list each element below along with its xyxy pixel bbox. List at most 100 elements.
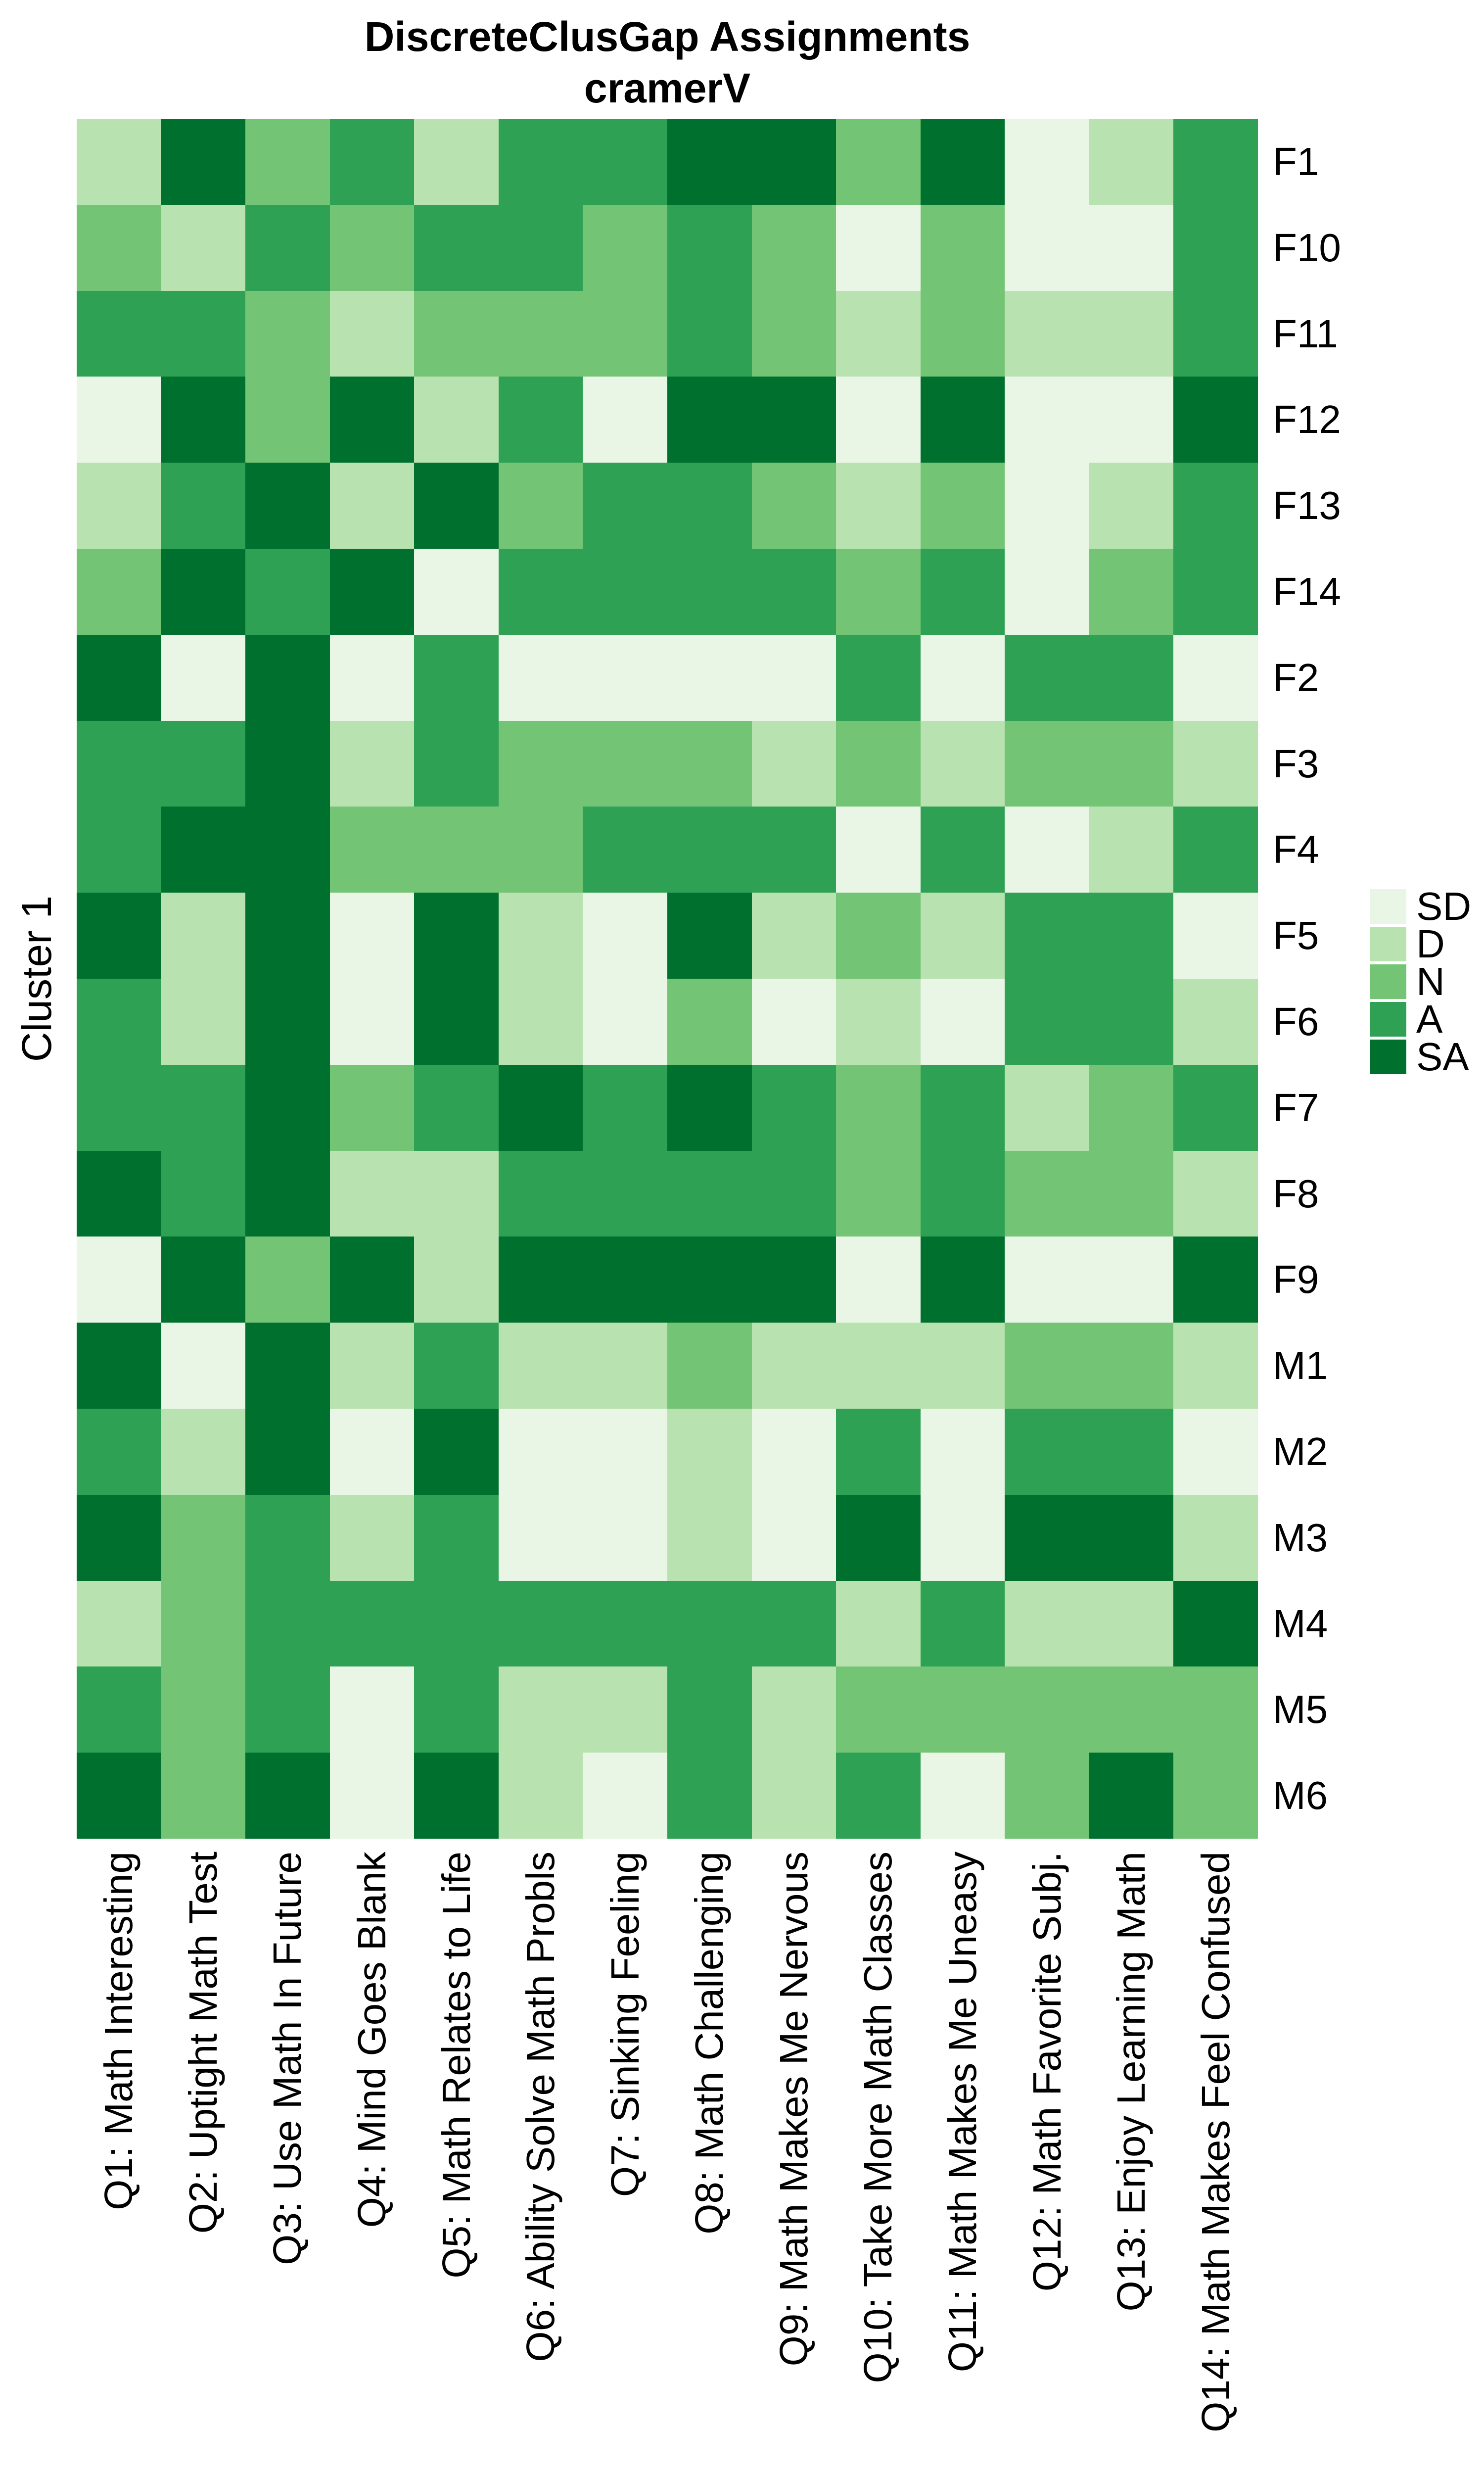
heatmap-cell	[161, 463, 246, 549]
heatmap-cell	[1005, 204, 1089, 291]
heatmap-cell	[920, 634, 1005, 721]
heatmap-cell	[1089, 204, 1174, 291]
heatmap-cell	[1005, 1666, 1089, 1753]
heatmap-cell	[836, 1666, 921, 1753]
heatmap-cell	[245, 377, 330, 463]
heatmap-cell	[329, 1753, 415, 1839]
heatmap-cell	[920, 1064, 1005, 1151]
heatmap-cell	[77, 1409, 161, 1495]
heatmap-cell	[836, 1580, 921, 1667]
row-label: M6	[1273, 1773, 1328, 1818]
heatmap-cell	[836, 720, 921, 807]
heatmap-cell	[77, 1237, 161, 1323]
legend-entry: A	[1370, 999, 1471, 1039]
heatmap-cell	[920, 463, 1005, 549]
column-label: Q14: Math Makes Feel Confused	[1193, 1852, 1238, 2432]
column-label: Q7: Sinking Feeling	[603, 1852, 647, 2197]
heatmap-cell	[161, 1409, 246, 1495]
heatmap-cell	[329, 893, 415, 979]
heatmap-cell	[920, 204, 1005, 291]
heatmap-cell	[161, 1494, 246, 1581]
heatmap-cell	[414, 720, 499, 807]
heatmap-cell	[583, 1494, 667, 1581]
heatmap-cell	[751, 204, 836, 291]
heatmap-cell	[751, 720, 836, 807]
heatmap-cell	[920, 893, 1005, 979]
column-label: Q11: Math Makes Me Uneasy	[940, 1852, 984, 2373]
column-label: Q4: Mind Goes Blank	[350, 1852, 394, 2228]
heatmap-cell	[667, 1150, 752, 1237]
heatmap-cell	[329, 377, 415, 463]
heatmap-cell	[583, 119, 667, 205]
heatmap-cell	[751, 893, 836, 979]
heatmap-cell	[1173, 1494, 1258, 1581]
heatmap-cell	[583, 807, 667, 893]
heatmap-cell	[329, 119, 415, 205]
heatmap-cell	[1173, 463, 1258, 549]
heatmap-cell	[77, 634, 161, 721]
heatmap-cell	[751, 1753, 836, 1839]
heatmap-cell	[1005, 979, 1089, 1065]
heatmap-cell	[836, 1753, 921, 1839]
column-label: Q5: Math Relates to Life	[434, 1852, 478, 2279]
heatmap-cell	[1173, 720, 1258, 807]
heatmap-cell	[1089, 1323, 1174, 1409]
heatmap-cell	[245, 204, 330, 291]
column-label: Q10: Take More Math Classes	[856, 1852, 900, 2383]
heatmap-cell	[77, 979, 161, 1065]
column-label: Q3: Use Math In Future	[265, 1852, 310, 2265]
heatmap-cell	[667, 204, 752, 291]
heatmap-cell	[1089, 807, 1174, 893]
heatmap-cell	[1173, 1580, 1258, 1667]
heatmap-cell	[329, 290, 415, 377]
column-label: Q1: Math Interesting	[96, 1852, 141, 2210]
heatmap-cell	[498, 893, 583, 979]
heatmap-cell	[1089, 893, 1174, 979]
legend-entry: D	[1370, 924, 1471, 964]
heatmap-cell	[329, 979, 415, 1065]
column-label: Q9: Math Makes Me Nervous	[771, 1852, 816, 2367]
heatmap-cell	[1089, 1494, 1174, 1581]
heatmap-cell	[245, 1580, 330, 1667]
heatmap-cell	[751, 290, 836, 377]
heatmap-cell	[1173, 119, 1258, 205]
heatmap-cell	[1089, 463, 1174, 549]
heatmap-cell	[1005, 1494, 1089, 1581]
heatmap-cell	[414, 1323, 499, 1409]
heatmap-cell	[1005, 1237, 1089, 1323]
heatmap-cell	[1173, 807, 1258, 893]
heatmap-cell	[414, 979, 499, 1065]
heatmap-cell	[667, 549, 752, 635]
heatmap-cell	[77, 1494, 161, 1581]
heatmap-cell	[583, 1666, 667, 1753]
heatmap-cell	[498, 1666, 583, 1753]
heatmap-cell	[245, 893, 330, 979]
heatmap-cell	[414, 1494, 499, 1581]
heatmap-cell	[1173, 1064, 1258, 1151]
heatmap-cell	[920, 1580, 1005, 1667]
legend-label: N	[1416, 959, 1445, 1003]
heatmap-cell	[329, 549, 415, 635]
heatmap-cell	[1005, 549, 1089, 635]
heatmap-cell	[329, 1323, 415, 1409]
legend-swatch	[1370, 1002, 1406, 1037]
heatmap-cell	[583, 1753, 667, 1839]
heatmap-cell	[498, 204, 583, 291]
heatmap-cell	[667, 1580, 752, 1667]
heatmap-cell	[583, 979, 667, 1065]
heatmap-cell	[583, 1237, 667, 1323]
heatmap-cell	[329, 634, 415, 721]
row-label: M3	[1273, 1515, 1328, 1560]
row-label: M4	[1273, 1601, 1328, 1646]
heatmap-cell	[77, 720, 161, 807]
heatmap-cell	[498, 1237, 583, 1323]
heatmap-cell	[161, 290, 246, 377]
heatmap-cell	[414, 463, 499, 549]
heatmap-cell	[77, 1753, 161, 1839]
heatmap-cell	[920, 979, 1005, 1065]
heatmap-cell	[329, 1150, 415, 1237]
heatmap-cell	[836, 979, 921, 1065]
heatmap-cell	[836, 1237, 921, 1323]
legend-label: SD	[1416, 884, 1472, 928]
heatmap-cell	[77, 549, 161, 635]
